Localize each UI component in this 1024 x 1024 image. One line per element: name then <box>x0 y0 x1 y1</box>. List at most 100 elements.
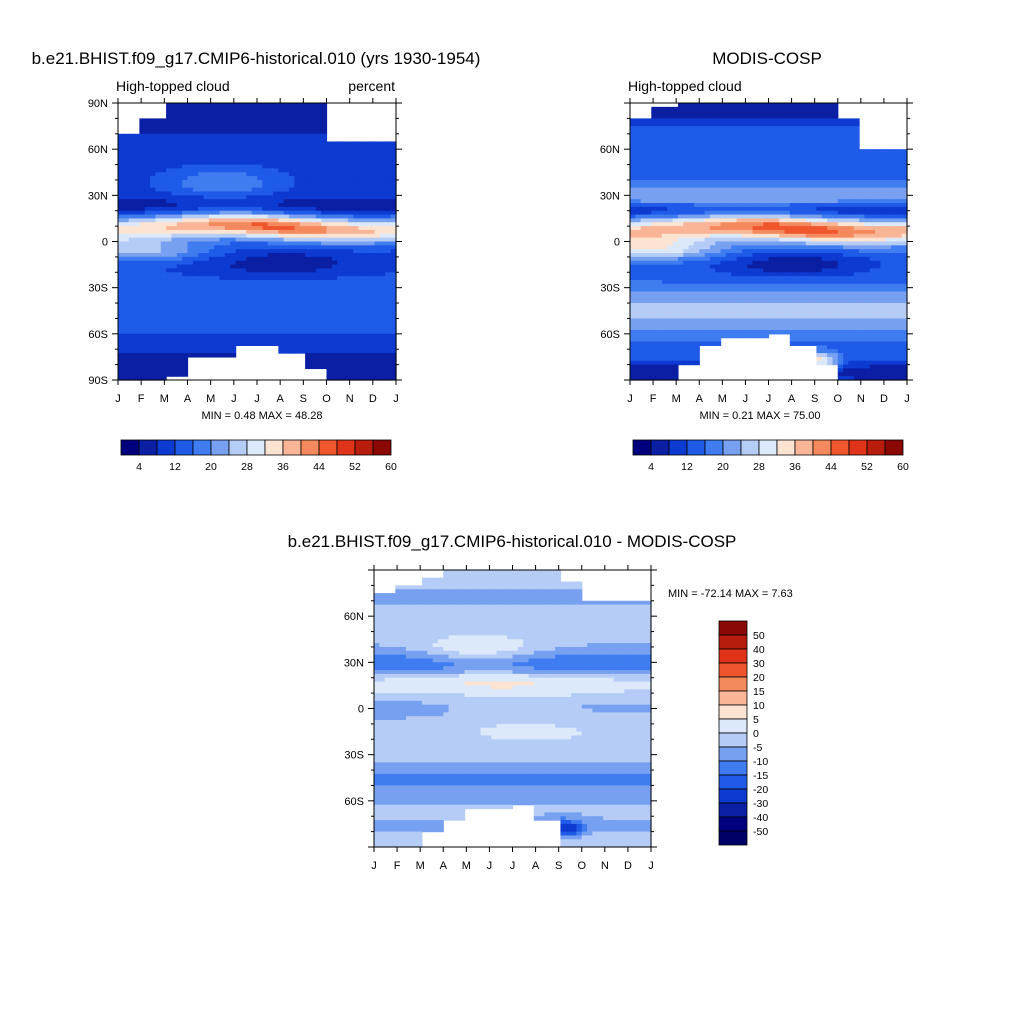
contour-cell <box>230 187 237 193</box>
contour-cell <box>369 145 376 150</box>
contour-cell <box>294 229 301 235</box>
contour-cell <box>128 145 135 150</box>
contour-cell <box>353 183 360 189</box>
y-tick-label: 30N <box>88 190 108 202</box>
contour-cell <box>257 118 263 123</box>
contour-cell <box>326 306 333 312</box>
contour-cell <box>139 206 146 212</box>
contour-cell <box>150 272 157 277</box>
contour-cell <box>731 168 738 173</box>
contour-cell <box>363 329 370 335</box>
contour-cell <box>150 218 157 223</box>
contour-cell <box>725 183 732 189</box>
contour-cell <box>736 195 743 200</box>
contour-cell <box>246 199 253 204</box>
contour-cell <box>251 145 258 150</box>
contour-cell <box>667 222 674 227</box>
contour-cell <box>150 329 157 335</box>
contour-cell <box>262 303 269 308</box>
contour-cell <box>331 376 338 381</box>
contour-cell <box>321 345 328 350</box>
contour-cell <box>299 268 306 273</box>
contour-cell <box>171 279 178 285</box>
contour-cell <box>369 329 376 335</box>
contour-cell <box>379 183 386 189</box>
contour-cell <box>176 133 183 139</box>
contour-cell <box>299 310 306 316</box>
contour-cell <box>358 214 365 220</box>
contour-cell <box>875 164 881 170</box>
contour-cell <box>144 287 151 293</box>
contour-cell <box>230 137 237 143</box>
contour-cell <box>278 129 285 135</box>
contour-cell <box>390 229 397 235</box>
contour-cell <box>198 191 205 196</box>
contour-cell <box>789 187 796 193</box>
contour-cell <box>166 206 173 212</box>
contour-cell <box>390 241 397 246</box>
contour-cell <box>219 226 226 231</box>
contour-cell <box>651 122 658 127</box>
contour-cell <box>294 210 301 216</box>
contour-cell <box>134 364 140 370</box>
contour-cell <box>369 356 376 362</box>
contour-cell <box>789 168 796 173</box>
contour-cell <box>262 237 269 243</box>
contour-cell <box>747 206 754 212</box>
contour-cell <box>208 191 215 196</box>
contour-cell <box>853 172 860 177</box>
contour-cell <box>155 229 162 235</box>
contour-cell <box>278 203 285 208</box>
contour-cell <box>901 218 908 223</box>
contour-cell <box>358 229 365 235</box>
contour-cell <box>358 272 365 277</box>
contour-cell <box>715 156 722 162</box>
contour-cell <box>267 187 274 193</box>
contour-cell <box>294 160 301 166</box>
contour-cell <box>160 206 167 212</box>
contour-cell <box>864 164 871 170</box>
contour-cell <box>843 153 850 158</box>
contour-cell <box>289 176 296 181</box>
contour-cell <box>214 214 221 220</box>
contour-cell <box>848 203 855 208</box>
contour-cell <box>683 210 690 216</box>
contour-cell <box>289 260 296 266</box>
contour-cell <box>123 191 130 196</box>
contour-cell <box>337 153 344 158</box>
contour-cell <box>363 272 370 277</box>
contour-cell <box>374 226 381 231</box>
contour-cell <box>235 168 242 173</box>
contour-cell <box>347 329 354 335</box>
contour-cell <box>246 218 253 223</box>
contour-cell <box>192 195 199 200</box>
contour-cell <box>773 141 780 146</box>
contour-cell <box>224 337 231 343</box>
contour-cell <box>832 156 839 162</box>
contour-cell <box>677 126 684 131</box>
contour-cell <box>208 137 215 143</box>
contour-cell <box>688 183 695 189</box>
contour-cell <box>337 314 344 320</box>
contour-cell <box>246 245 253 250</box>
contour-cell <box>305 333 312 339</box>
contour-cell <box>651 206 658 212</box>
contour-cell <box>837 172 844 177</box>
contour-cell <box>816 137 823 143</box>
contour-cell <box>811 203 818 208</box>
contour-cell <box>768 149 775 154</box>
contour-cell <box>160 149 167 154</box>
contour-cell <box>187 283 194 289</box>
contour-cell <box>683 129 690 135</box>
contour-cell <box>763 218 770 223</box>
contour-cell <box>379 345 386 350</box>
contour-cell <box>123 149 130 154</box>
contour-cell <box>123 353 130 358</box>
contour-cell <box>235 129 242 135</box>
contour-cell <box>219 179 226 185</box>
contour-cell <box>390 299 397 304</box>
contour-cell <box>214 129 221 135</box>
contour-cell <box>299 349 306 354</box>
panel-model-subtitle-right: percent <box>348 78 395 94</box>
contour-cell <box>715 195 722 200</box>
